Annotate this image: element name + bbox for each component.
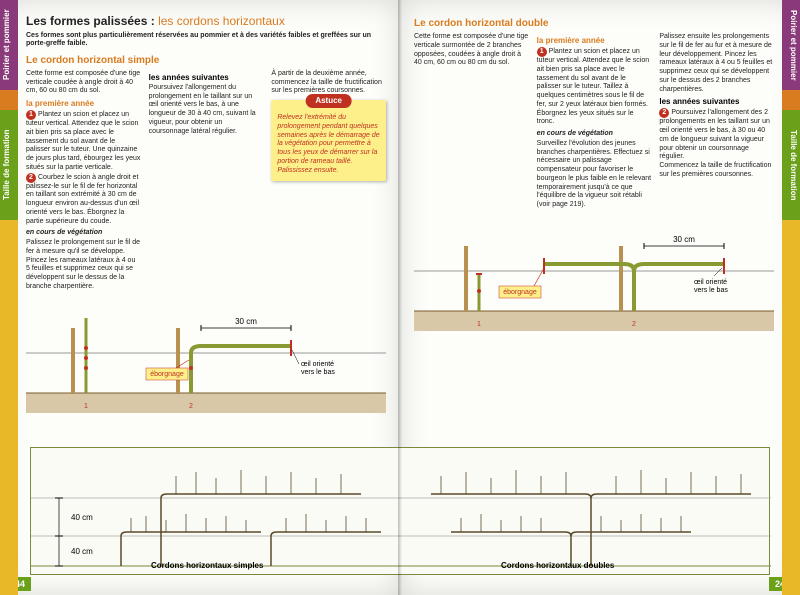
bottom-label-double: Cordons horizontaux doubles [501,561,614,570]
bullet-2: 2 [26,173,36,183]
r-step-2-text: Poursuivez l'allongement des 2 prolongem… [659,109,770,160]
left-edge-tabs: Poirier et pommier Taille de formation [0,0,18,595]
col1-p2: Palissez le prolongement sur le fil de f… [26,239,141,292]
h4-vegetation: en cours de végétation [26,229,141,238]
rcol3-p3: Palissez ensuite les prolongements sur l… [659,33,774,94]
r-step-2: 2Poursuivez l'allongement des 2 prolonge… [659,108,774,162]
rtab-spacer-1 [782,90,800,110]
r-h4-vegetation: en cours de végétation [537,130,652,139]
col1-p1: Cette forme est composée d'une tige vert… [26,70,141,96]
rcol-1: Cette forme est composée d'une tige vert… [414,33,529,210]
bullet-1: 1 [26,110,36,120]
lab-oeil-l-1: œil orienté [301,361,334,368]
rcol2-p2: Surveillez l'évolution des jeunes branch… [537,140,652,210]
lab-eborgnage-r: éborgnage [503,289,537,296]
svg-text:1: 1 [84,403,88,410]
dim-40-b: 40 cm [71,547,93,556]
rcol-2: la première année 1Plantez un scion et p… [537,33,652,210]
tip-label: Astuce [305,94,352,108]
rcol3-p4: Commencez la taille de fructification su… [659,162,774,180]
r-bullet-1: 1 [537,47,547,57]
tip-text: Relevez l'extrémité du prolongement pend… [277,114,379,174]
rcol1-p1: Cette forme est composée d'une tige vert… [414,33,529,68]
col-3: À partir de la deuxième année, commencez… [271,70,386,292]
step-1: 1Plantez un scion et placez un tuteur ve… [26,110,141,173]
col-1: Cette forme est composée d'une tige vert… [26,70,141,292]
diagram-cordon-double: 1 30 cm 2 éborgnage [414,216,774,331]
rcol-3: Palissez ensuite les prolongements sur l… [659,33,774,210]
text-columns-right: Cette forme est composée d'une tige vert… [414,33,774,210]
tab-poirier: Poirier et pommier [0,0,18,90]
r-h3-premiere: la première année [537,36,652,46]
col3-p4: À partir de la deuxième année, commencez… [271,70,386,96]
dim-30cm: 30 cm [235,317,257,326]
r-h3-suivantes: les années suivantes [659,97,774,107]
r-bullet-2: 2 [659,108,669,118]
section-h2-double: Le cordon horizontal double [414,18,774,29]
tab-spacer-1 [0,90,18,110]
rtab-taille: Taille de formation [782,110,800,220]
text-columns: Cette forme est composée d'une tige vert… [26,70,386,292]
page-title: Les formes palissées : les cordons horiz… [26,14,386,28]
title-part-b: les cordons horizontaux [158,14,285,28]
intro-text: Ces formes sont plus particulièrement ré… [26,32,386,49]
dim-40-a: 40 cm [71,513,93,522]
r-dim-30cm: 30 cm [673,235,695,244]
col-2: les années suivantes Poursuivez l'allong… [149,70,264,292]
rtab-poirier: Poirier et pommier [782,0,800,90]
title-part-a: Les formes palissées : [26,14,158,28]
col2-p3: Poursuivez l'allongement du prolongement… [149,84,264,137]
right-edge-tabs: Poirier et pommier Taille de formation [782,0,800,595]
svg-text:1: 1 [477,321,481,328]
tip-box: Astuce Relevez l'extrémité du prolongeme… [271,100,386,181]
step-2: 2Courbez le scion à angle droit et palis… [26,173,141,227]
book-gutter [398,0,402,595]
section-h2-simple: Le cordon horizontal simple [26,55,386,66]
lab-oeil-r-1: œil orienté [694,279,727,286]
h3-premiere-annee: la première année [26,99,141,109]
step-1-text: Plantez un scion et placez un tuteur ver… [26,111,140,171]
rtab-spacer-2 [782,220,800,595]
r-step-1: 1Plantez un scion et placez un tuteur ve… [537,47,652,127]
tab-spacer-2 [0,220,18,595]
lab-oeil-r-2: vers le bas [694,287,728,294]
tab-taille: Taille de formation [0,110,18,220]
h3-annees-suivantes: les années suivantes [149,73,264,83]
svg-text:2: 2 [632,321,636,328]
svg-text:2: 2 [189,403,193,410]
r-step-1-text: Plantez un scion et placez un tuteur ver… [537,48,649,125]
step-2-text: Courbez le scion à angle droit et paliss… [26,174,139,225]
lab-oeil-l-2: vers le bas [301,369,335,376]
bottom-label-simple: Cordons horizontaux simples [151,561,263,570]
diagram-cordon-simple: 1 30 cm 2 éborgnage œil orie [26,298,386,413]
lab-eborgnage-l: éborgnage [150,371,184,378]
book-spread: Poirier et pommier Taille de formation L… [0,0,800,595]
